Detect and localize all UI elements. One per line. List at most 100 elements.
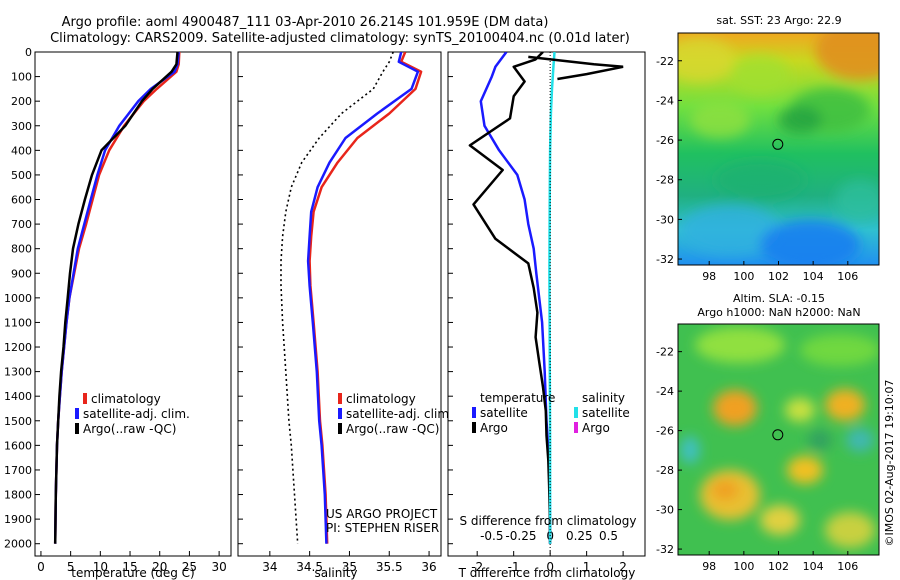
series-line-near-surface-argo-t-difference	[528, 55, 624, 81]
t-difference-xlabel: T difference from climatology	[458, 566, 636, 580]
depth-tick-label: 500	[11, 169, 32, 182]
legend-label-t-argo: Argo	[480, 421, 508, 435]
pi-annotation: PI: STEPHEN RISER	[326, 521, 439, 535]
depth-tick-label: 1300	[4, 366, 32, 379]
s-difference-tick-label: -0.25	[505, 529, 536, 543]
salinity-xtick-label: 34.5	[296, 560, 323, 574]
figure-title-line1: Argo profile: aoml 4900487_111 03-Apr-20…	[62, 15, 549, 30]
sla-map-lon-tick-label: 98	[702, 560, 716, 573]
legend-title-salinity: salinity	[582, 391, 625, 405]
sla-map-lon-tick-label: 104	[803, 560, 824, 573]
salinity-axes-box	[237, 51, 442, 557]
legend-swatch-s-satellite	[574, 407, 578, 418]
depth-tick-label: 200	[11, 95, 32, 108]
legend-label-satellite: satellite-adj. clim.	[346, 407, 453, 421]
salinity-legend: climatology satellite-adj. clim. Argo(..…	[338, 392, 453, 436]
depth-tick-label: 1400	[4, 390, 32, 403]
s-difference-tick-label: 0.25	[566, 529, 593, 543]
temperature-xtick-label: 30	[211, 560, 226, 574]
salinity-xtick-label: 35	[342, 560, 357, 574]
temperature-xtick-label: 5	[67, 560, 75, 574]
depth-tick-label: 1600	[4, 439, 32, 452]
temperature-legend: climatology satellite-adj. clim. Argo(..…	[75, 392, 190, 436]
sla-map-lat-tick-label: -30	[656, 504, 674, 517]
depth-tick-label: 800	[11, 243, 32, 256]
temperature-tick-labels: 0 5 10 15 20 25 30	[37, 551, 227, 574]
sla-map-lon-tick-label: 100	[733, 560, 754, 573]
sst-map-title: sat. SST: 23 Argo: 22.9	[716, 14, 841, 27]
s-difference-tick-label: -0.5	[480, 529, 503, 543]
s-difference-tick-label: 0.5	[599, 529, 618, 543]
t-difference-xtick-label: -2	[471, 560, 483, 574]
difference-legend: temperature salinity satellite Argo sate…	[472, 391, 630, 435]
temperature-xtick-label: 25	[182, 560, 197, 574]
depth-tick-label: 1100	[4, 316, 32, 329]
series-line-satellite-adj-clim	[306, 52, 420, 544]
legend-swatch-t-satellite	[472, 407, 476, 418]
sla-map-tick-labels: 98 100 102 104 106 -22 -24 -26 -28 -30 -32	[656, 346, 858, 573]
legend-swatch-satellite	[75, 408, 79, 419]
legend-label-climatology: climatology	[91, 392, 161, 406]
sst-map-lat-tick-label: -30	[656, 213, 674, 226]
depth-tick-label: 2000	[4, 538, 32, 551]
salinity-xtick-label: 34	[262, 560, 277, 574]
sst-map-panel: sat. SST: 23 Argo: 22.9 98 100 102 104 106 -2…	[656, 14, 880, 283]
depth-tick-label: 700	[11, 218, 32, 231]
temperature-xtick-label: 15	[122, 560, 137, 574]
sst-map-lon-tick-label: 106	[837, 270, 858, 283]
t-difference-xtick-label: 1	[583, 560, 591, 574]
legend-swatch-climatology	[83, 393, 87, 404]
depth-tick-label: 1200	[4, 341, 32, 354]
legend-swatch-argo	[75, 423, 79, 434]
legend-label-s-argo: Argo	[582, 421, 610, 435]
sla-map-title-line2: Argo h1000: NaN h2000: NaN	[697, 306, 860, 319]
sst-map-lon-tick-label: 98	[702, 270, 716, 283]
legend-swatch-satellite	[338, 408, 342, 419]
depth-tick-label: 900	[11, 267, 32, 280]
salinity-xtick-label: 36	[421, 560, 436, 574]
legend-swatch-t-argo	[472, 422, 476, 433]
salinity-xlabel: salinity	[314, 566, 357, 580]
legend-swatch-argo	[338, 423, 342, 434]
sst-map-lon-tick-label: 100	[733, 270, 754, 283]
sst-map-lon-tick-label: 102	[768, 270, 789, 283]
sla-map-lon-tick-label: 106	[837, 560, 858, 573]
legend-label-argo: Argo(..raw -QC)	[346, 422, 439, 436]
sst-map-lon-tick-label: 104	[803, 270, 824, 283]
project-annotation: US ARGO PROJECT	[326, 507, 438, 521]
salinity-tick-labels: 34 34.5 35 35.5 36	[238, 51, 437, 574]
legend-swatch-climatology	[338, 393, 342, 404]
sla-map-lon-tick-label: 102	[768, 560, 789, 573]
sla-map-lat-tick-label: -28	[656, 464, 674, 477]
sst-map-lat-tick-label: -28	[656, 174, 674, 187]
t-difference-xtick-label: 0	[546, 560, 554, 574]
sla-map-lat-tick-label: -24	[656, 385, 674, 398]
temperature-xtick-label: 10	[93, 560, 108, 574]
imos-credit: ©IMOS 02-Aug-2017 19:10:07	[883, 380, 896, 547]
series-line-temperature-argo	[468, 52, 552, 544]
depth-tick-label: 400	[11, 144, 32, 157]
t-difference-tick-labels: -2 -1 0 1 2	[471, 551, 627, 574]
difference-axes-box	[447, 51, 646, 557]
legend-label-s-satellite: satellite	[582, 406, 630, 420]
difference-panel: -2 -1 0 1 2 -0.5-0.25 0 0.25 0.5 temperature sa…	[447, 51, 646, 580]
legend-label-satellite: satellite-adj. clim.	[83, 407, 190, 421]
figure-title-line2: Climatology: CARS2009. Satellite-adjuste…	[50, 31, 630, 46]
temperature-xtick-label: 0	[37, 560, 45, 574]
legend-label-argo: Argo(..raw -QC)	[83, 422, 176, 436]
sla-map-lat-tick-label: -26	[656, 425, 674, 438]
sst-map-lat-tick-label: -24	[656, 94, 674, 107]
sla-map-lat-tick-label: -22	[656, 346, 674, 359]
sst-map-tick-labels: 98 100 102 104 106 -22 -24 -26 -28 -30 -32	[656, 55, 858, 283]
s-difference-tick-labels: -0.5-0.2500.250.5	[480, 529, 618, 543]
argo-location-marker	[772, 429, 784, 441]
depth-tick-label: 1500	[4, 415, 32, 428]
temperature-xlabel: temperature (deg C)	[71, 566, 194, 580]
sst-map-lat-tick-label: -32	[656, 253, 674, 266]
sla-map-title-line1: Altim. SLA: -0.15	[733, 292, 825, 305]
s-difference-xlabel: S difference from climatology	[460, 514, 637, 528]
sst-map-lat-tick-label: -26	[656, 134, 674, 147]
argo-location-marker	[772, 138, 784, 150]
temperature-panel: 0100200300400500600700800900100011001200…	[4, 46, 232, 580]
